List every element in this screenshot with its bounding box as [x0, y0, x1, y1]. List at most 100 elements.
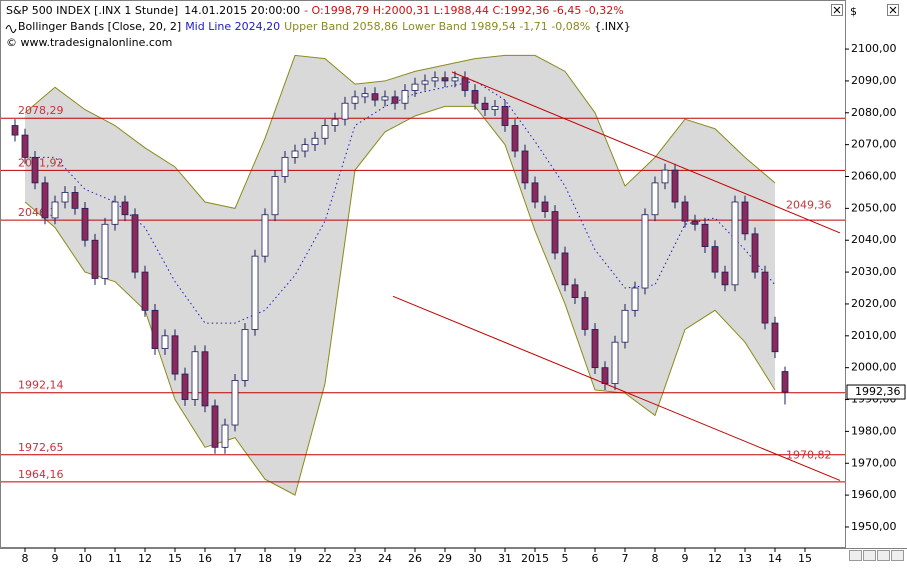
copyright: © www.tradesignalonline.com [6, 36, 172, 49]
level-label: 1972,65 [18, 441, 64, 454]
trendline-label: 1970,82 [786, 449, 832, 462]
x-tick-label: 23 [348, 552, 362, 565]
candle-body [311, 137, 319, 146]
candle-body [351, 96, 359, 104]
y-tick-label: 1970,00 [851, 456, 897, 469]
candle-body [121, 201, 129, 216]
candle-body [101, 223, 109, 279]
x-tick-label: 11 [108, 552, 122, 565]
candle-body [521, 150, 529, 184]
symbol-label: {.INX} [594, 20, 631, 33]
candle-body [221, 424, 229, 448]
candle-body [561, 252, 569, 286]
header-line-1: S&P 500 INDEX [.INX 1 Stunde] 14.01.2015 … [6, 4, 624, 17]
header-title: S&P 500 INDEX [.INX 1 Stunde] [6, 4, 178, 17]
zoom-out[interactable] [877, 550, 890, 561]
candle-body [681, 201, 689, 222]
candle-body [21, 134, 29, 158]
level-label: 1964,16 [18, 468, 64, 481]
upper-band [24, 54, 776, 209]
x-tick-label: 7 [622, 552, 629, 565]
last-price-box [846, 384, 906, 400]
x-tick-label: 18 [258, 552, 272, 565]
x-tick-label: 15 [168, 552, 182, 565]
lower-band [24, 105, 776, 496]
upper-band-label: Upper Band 2058,86 [284, 20, 398, 33]
candle-body [711, 246, 719, 273]
close-x [889, 6, 897, 14]
candle-body [661, 169, 669, 184]
x-tick-label: 8 [22, 552, 29, 565]
candle-body [651, 182, 659, 216]
candle-body [511, 125, 519, 152]
candle-body [611, 341, 619, 385]
candle-body [301, 144, 309, 152]
candle-body [441, 77, 449, 82]
candle-body [541, 201, 549, 212]
scroll-buttons[interactable] [849, 550, 904, 561]
candle-body [181, 373, 189, 400]
candle-body [471, 90, 479, 104]
candle-body [91, 239, 99, 279]
lower-band-label: Lower Band 1989,54 -1,71 -0,08% [402, 20, 590, 33]
level-label: 2061,92 [18, 156, 64, 169]
candle-body [341, 102, 349, 120]
candle-body [291, 150, 299, 158]
candle-body [701, 223, 709, 247]
candle-body [581, 297, 589, 330]
candle-body [211, 405, 219, 448]
currency: $ [850, 5, 857, 18]
zoom-in[interactable] [891, 550, 904, 561]
y-tick-label: 2100,00 [851, 42, 897, 55]
plot-border [0, 0, 846, 548]
candle-body [781, 371, 789, 393]
candle-body [51, 201, 59, 219]
header-timestamp: 14.01.2015 20:00:00 [184, 4, 300, 17]
candle-body [271, 176, 279, 216]
candle-body [451, 77, 459, 82]
candle-body [61, 192, 69, 203]
y-tick-label: 2070,00 [851, 138, 897, 151]
x-tick-label: 2015 [521, 552, 549, 565]
header-line-2: Bollinger Bands [Close, 20, 2] Mid Line 2… [18, 20, 631, 33]
y-tick-label: 1980,00 [851, 424, 897, 437]
candle-body [401, 90, 409, 104]
x-tick-label: 24 [378, 552, 392, 565]
scroll-left[interactable] [849, 550, 862, 561]
candle-body [501, 106, 509, 126]
x-tick-label: 12 [138, 552, 152, 565]
indicator-name: Bollinger Bands [Close, 20, 2] [18, 20, 181, 33]
candle-body [321, 125, 329, 139]
y-tick-label: 2010,00 [851, 329, 897, 342]
close-button[interactable] [887, 4, 899, 16]
x-tick-label: 31 [498, 552, 512, 565]
last-price-label: 1992,36 [855, 385, 901, 398]
candle-body [151, 309, 159, 349]
y-tick-label: 2020,00 [851, 297, 897, 310]
trendline [392, 295, 841, 481]
x-tick-label: 8 [652, 552, 659, 565]
x-tick-label: 6 [592, 552, 599, 565]
x-tick-label: 13 [738, 552, 752, 565]
candle-body [601, 367, 609, 385]
candle-body [111, 201, 119, 225]
y-tick-label: 2040,00 [851, 233, 897, 246]
scroll-right[interactable] [863, 550, 876, 561]
x-tick-label: 14 [768, 552, 782, 565]
close-button[interactable] [831, 4, 843, 16]
candle-body [621, 309, 629, 343]
candle-body [571, 284, 579, 298]
x-tick-label: 26 [408, 552, 422, 565]
close-x [833, 6, 841, 14]
candle-body [141, 271, 149, 311]
x-tick-label: 5 [562, 552, 569, 565]
candle-body [551, 211, 559, 254]
candle-body [131, 214, 139, 273]
level-label: 2078,29 [18, 104, 64, 117]
candle-body [41, 182, 49, 219]
x-tick-label: 22 [318, 552, 332, 565]
candle-body [461, 77, 469, 91]
candle-body [71, 192, 79, 209]
y-tick-label: 2030,00 [851, 265, 897, 278]
